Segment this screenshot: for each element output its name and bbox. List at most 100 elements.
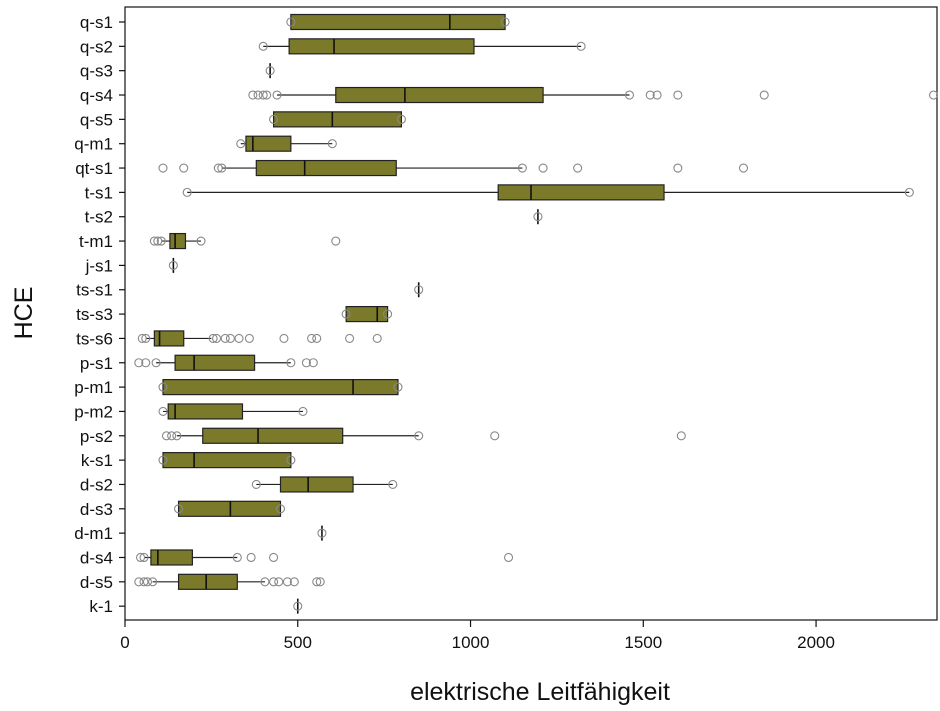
outlier-point bbox=[258, 90, 268, 100]
x-axis: 0 500 1000 1500 2000 bbox=[120, 620, 835, 652]
outlier-point bbox=[573, 163, 583, 173]
outlier-point bbox=[282, 577, 292, 587]
x-tick-label: 500 bbox=[284, 633, 312, 652]
box-iqr bbox=[272, 111, 403, 128]
outlier-point bbox=[246, 552, 256, 563]
outlier-point bbox=[196, 236, 206, 246]
outlier-point bbox=[251, 479, 261, 490]
outlier-point bbox=[167, 431, 177, 441]
outlier-point bbox=[490, 431, 500, 441]
outlier-point bbox=[236, 139, 246, 149]
outlier-point bbox=[331, 236, 341, 246]
y-category-label: d-s3 bbox=[80, 500, 113, 519]
y-category-label: d-m1 bbox=[74, 524, 113, 543]
outlier-point bbox=[179, 163, 189, 173]
box-group bbox=[158, 403, 308, 420]
outlier-point bbox=[301, 358, 311, 368]
outlier-point bbox=[388, 479, 398, 490]
outlier-point bbox=[213, 163, 223, 173]
box-group bbox=[158, 379, 403, 396]
box-iqr bbox=[288, 38, 475, 55]
y-axis-title: HCE bbox=[10, 287, 38, 340]
outlier-point bbox=[137, 333, 147, 343]
box-iqr bbox=[177, 500, 282, 517]
box-group bbox=[293, 598, 303, 614]
y-category-label: p-s2 bbox=[80, 427, 113, 446]
x-tick-label: 1500 bbox=[624, 633, 662, 652]
outlier-point bbox=[414, 285, 424, 295]
box-iqr bbox=[177, 573, 238, 590]
box-group bbox=[137, 330, 382, 347]
outlier-point bbox=[928, 90, 939, 100]
outlier-point bbox=[153, 236, 163, 246]
outlier-point bbox=[500, 17, 510, 27]
box-group bbox=[168, 257, 178, 273]
outlier-point bbox=[286, 17, 296, 27]
outlier-point bbox=[317, 528, 327, 538]
y-category-label: d-s5 bbox=[80, 573, 113, 592]
outlier-point bbox=[158, 382, 168, 392]
outlier-point bbox=[265, 66, 275, 76]
y-category-label: qt-s1 bbox=[75, 159, 113, 178]
box-iqr bbox=[345, 305, 389, 323]
y-category-label: d-s4 bbox=[80, 548, 113, 567]
y-axis: q-s1 q-s2 q-s3 q-s4 q-s5 q-m1 qt-s1 t-s1 t-s2 t-m… bbox=[74, 13, 125, 616]
outlier-point bbox=[248, 90, 258, 100]
outlier-point bbox=[212, 333, 222, 343]
outlier-point bbox=[673, 163, 683, 173]
box-iqr bbox=[167, 403, 244, 420]
y-category-label: t-m1 bbox=[79, 232, 113, 251]
box-group bbox=[269, 111, 406, 128]
outlier-point bbox=[141, 358, 151, 368]
outlier-point bbox=[298, 406, 308, 416]
box-iqr bbox=[174, 354, 256, 371]
outlier-point bbox=[503, 552, 514, 563]
x-tick-label: 0 bbox=[120, 633, 129, 652]
box-iqr bbox=[162, 379, 399, 396]
outlier-point bbox=[172, 431, 182, 441]
box-iqr bbox=[279, 476, 354, 493]
box-group bbox=[258, 38, 586, 55]
outlier-point bbox=[308, 358, 318, 368]
outlier-point bbox=[327, 139, 337, 149]
outlier-point bbox=[269, 114, 279, 124]
outlier-point bbox=[738, 163, 749, 173]
box-iqr bbox=[335, 86, 544, 104]
box-group bbox=[248, 86, 939, 104]
outlier-point bbox=[156, 236, 166, 246]
y-category-label: p-m2 bbox=[74, 402, 113, 421]
y-category-label: k-s1 bbox=[81, 451, 113, 470]
outlier-point bbox=[135, 552, 146, 563]
y-category-label: ts-s6 bbox=[76, 329, 113, 348]
box-iqr bbox=[497, 184, 665, 201]
y-category-label: q-s3 bbox=[80, 62, 113, 81]
box-iqr bbox=[290, 13, 506, 31]
outlier-point bbox=[315, 577, 325, 587]
box-group bbox=[236, 135, 337, 152]
outlier-point bbox=[533, 212, 543, 222]
outlier-point bbox=[208, 333, 218, 343]
outlier-point bbox=[220, 333, 230, 343]
box-iqr bbox=[245, 135, 292, 152]
outlier-point bbox=[538, 163, 548, 173]
x-tick-label: 1000 bbox=[452, 633, 490, 652]
outlier-point bbox=[645, 90, 655, 100]
y-category-label: q-m1 bbox=[74, 135, 113, 154]
outlier-point bbox=[286, 455, 296, 465]
outlier-point bbox=[269, 577, 279, 587]
outlier-point bbox=[139, 552, 149, 563]
box-group bbox=[174, 500, 286, 517]
box-group bbox=[182, 184, 914, 201]
box-group bbox=[251, 476, 398, 493]
box-group bbox=[317, 525, 327, 541]
outlier-point bbox=[217, 163, 227, 173]
outlier-point bbox=[244, 333, 254, 343]
outlier-point bbox=[383, 309, 393, 319]
outlier-point bbox=[161, 431, 172, 441]
y-category-label: p-s1 bbox=[80, 354, 113, 373]
y-category-label: k-1 bbox=[89, 597, 113, 616]
box-iqr bbox=[169, 232, 187, 250]
x-tick-label: 2000 bbox=[797, 633, 835, 652]
